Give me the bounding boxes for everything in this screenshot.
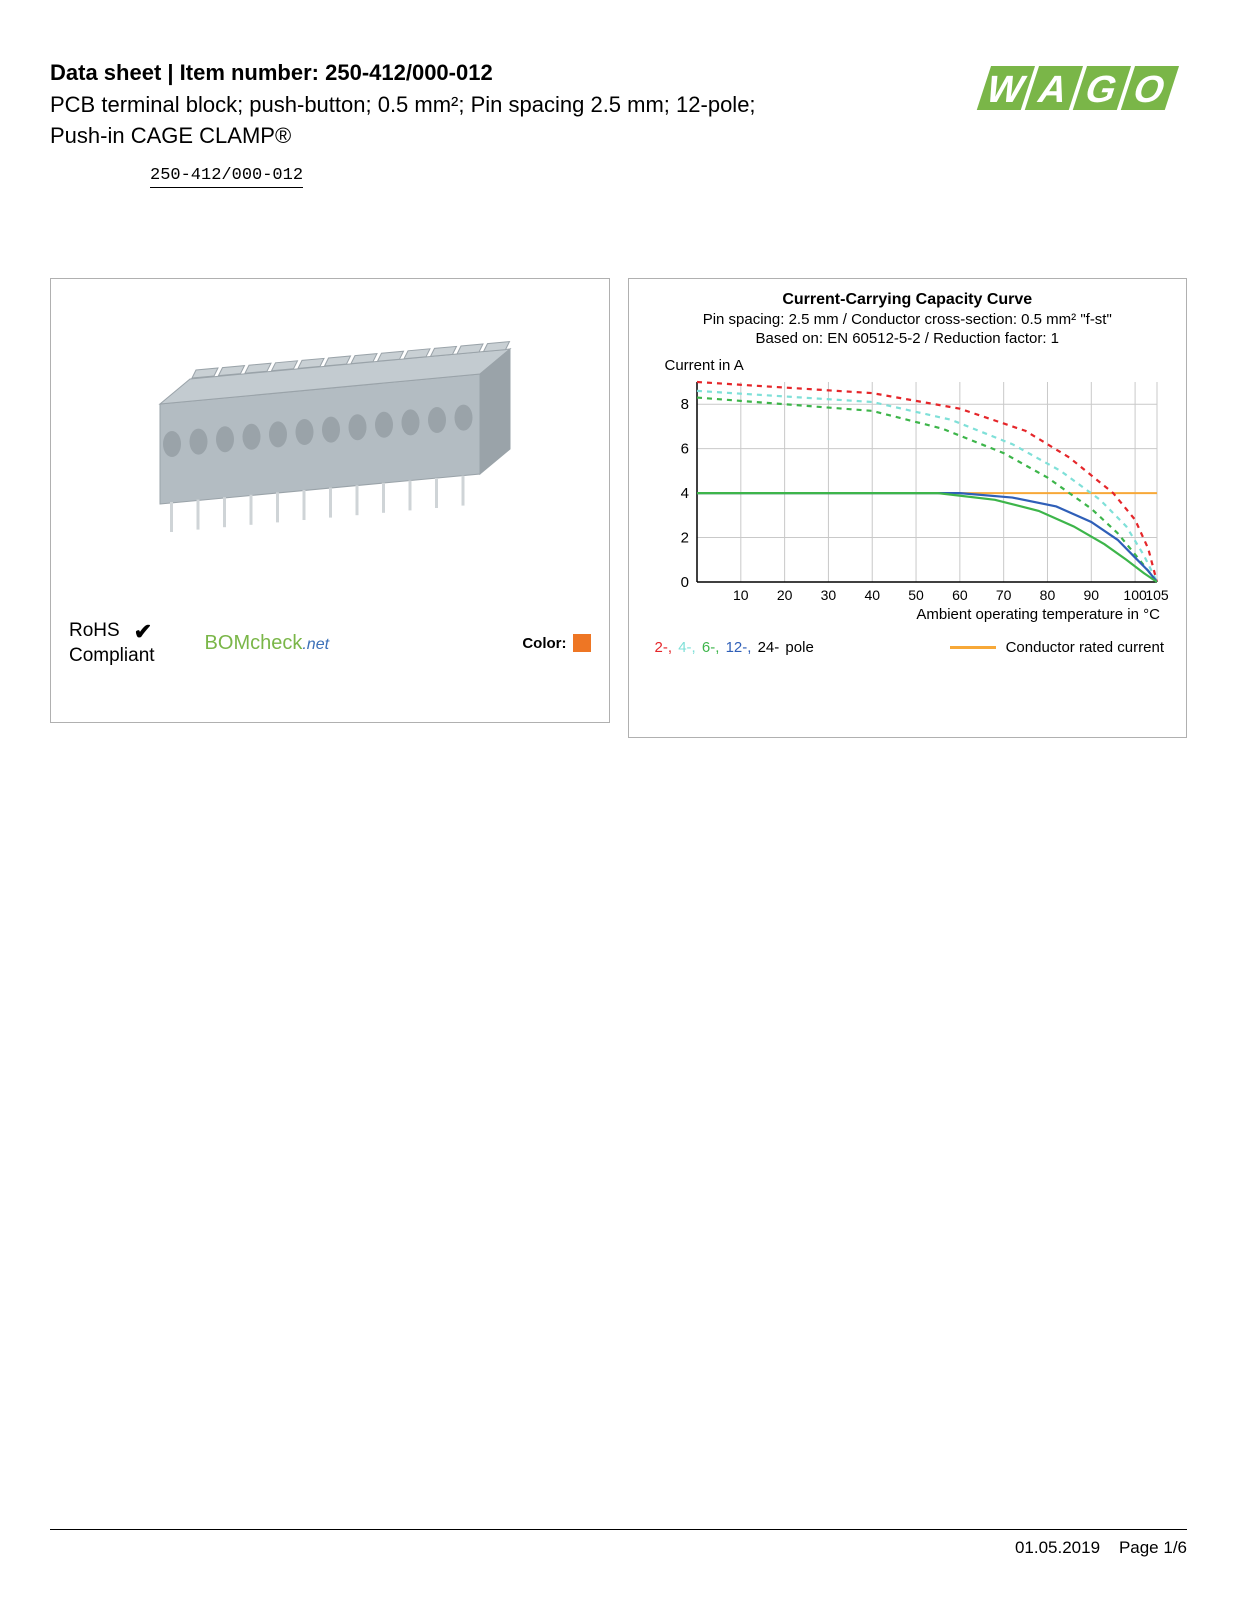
legend-pole-item: 24- (758, 639, 780, 656)
datasheet-title: Data sheet | Item number: 250-412/000-01… (50, 60, 967, 86)
page-footer: 01.05.2019 Page 1/6 (50, 1529, 1187, 1558)
product-image-panel: RoHS ✔ Compliant BOMcheck.net Color: (50, 278, 610, 723)
color-swatch (573, 634, 591, 652)
footer-page: Page 1/6 (1119, 1538, 1187, 1557)
bomcheck-logo: BOMcheck.net (205, 632, 330, 655)
datasheet-header: Data sheet | Item number: 250-412/000-01… (50, 60, 1187, 188)
rohs-text: RoHS (69, 620, 120, 643)
datasheet-subtitle-2: Push-in CAGE CLAMP® (50, 121, 967, 152)
bomcheck-text: BOMcheck (205, 632, 303, 654)
svg-text:20: 20 (776, 587, 792, 603)
svg-text:70: 70 (995, 587, 1011, 603)
wago-logo: W A G O (967, 60, 1187, 121)
svg-text:0: 0 (680, 574, 688, 591)
compliant-text: Compliant (69, 645, 155, 668)
chart-panel: Current-Carrying Capacity Curve Pin spac… (628, 278, 1188, 738)
chart-plot-area: 02468102030405060708090100105 (679, 378, 1159, 598)
svg-text:4: 4 (680, 485, 688, 502)
svg-text:30: 30 (820, 587, 836, 603)
svg-text:50: 50 (908, 587, 924, 603)
legend-rated: Conductor rated current (950, 639, 1164, 656)
legend-rated-line (950, 646, 996, 649)
header-text-block: Data sheet | Item number: 250-412/000-01… (50, 60, 967, 188)
chart-legend: 2-, 4-, 6-, 12-, 24- pole Conductor rate… (655, 639, 1165, 656)
check-icon: ✔ (134, 619, 152, 645)
datasheet-subtitle-1: PCB terminal block; push-button; 0.5 mm²… (50, 90, 967, 121)
chart-subtitle-2: Based on: EN 60512-5-2 / Reduction facto… (629, 330, 1187, 347)
svg-text:40: 40 (864, 587, 880, 603)
svg-text:100: 100 (1123, 587, 1147, 603)
content-panels: RoHS ✔ Compliant BOMcheck.net Color: Cur… (50, 278, 1187, 738)
svg-text:60: 60 (952, 587, 968, 603)
item-number-chip: 250-412/000-012 (150, 166, 303, 188)
bomcheck-suffix: .net (302, 636, 329, 653)
svg-text:105: 105 (1145, 587, 1169, 603)
legend-pole-item: 6-, (702, 639, 724, 656)
svg-text:80: 80 (1039, 587, 1055, 603)
footer-date: 01.05.2019 (1015, 1538, 1100, 1557)
svg-text:W: W (981, 69, 1031, 111)
svg-text:2: 2 (680, 529, 688, 546)
legend-pole-item: 4-, (678, 639, 700, 656)
product-image (51, 279, 609, 609)
legend-rated-label: Conductor rated current (1006, 639, 1164, 656)
rohs-compliance: RoHS ✔ Compliant (69, 619, 155, 668)
legend-pole-suffix: pole (781, 639, 814, 656)
chart-y-axis-label: Current in A (665, 357, 1187, 374)
svg-text:10: 10 (733, 587, 749, 603)
svg-text:8: 8 (680, 396, 688, 413)
legend-pole-list: 2-, 4-, 6-, 12-, 24- pole (655, 639, 816, 656)
product-footer-row: RoHS ✔ Compliant BOMcheck.net Color: (51, 609, 609, 686)
chart-x-axis-label: Ambient operating temperature in °C (629, 606, 1161, 623)
chart-subtitle-1: Pin spacing: 2.5 mm / Conductor cross-se… (629, 311, 1187, 328)
color-label-text: Color: (522, 635, 566, 652)
svg-text:6: 6 (680, 440, 688, 457)
chart-title: Current-Carrying Capacity Curve (629, 291, 1187, 309)
svg-text:90: 90 (1083, 587, 1099, 603)
legend-pole-item: 12-, (726, 639, 756, 656)
color-indicator: Color: (522, 634, 590, 652)
legend-pole-item: 2-, (655, 639, 677, 656)
